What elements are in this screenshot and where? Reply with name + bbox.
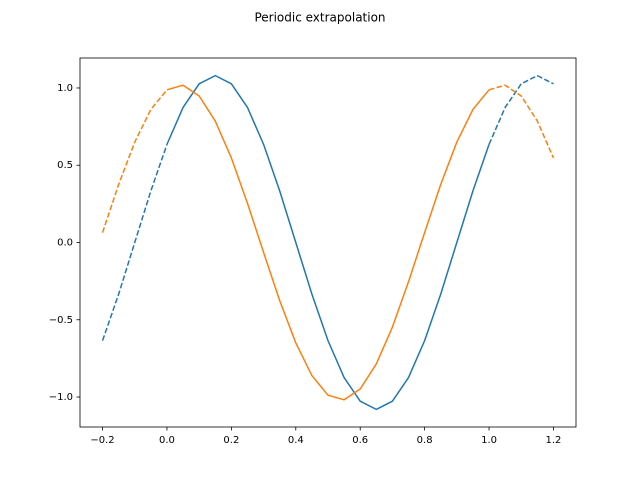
x-tick-label: −0.2: [90, 435, 114, 446]
x-tick-label: 0.8: [417, 435, 433, 446]
x-tick-label: 1.2: [546, 435, 562, 446]
x-tick-label: 0.6: [352, 435, 368, 446]
line-series: [488, 74, 554, 145]
y-tick-label: 0.5: [57, 160, 73, 171]
line-series: [101, 144, 168, 341]
line-series: [101, 89, 168, 233]
line-series: [166, 84, 490, 401]
chart-title: Periodic extrapolation: [254, 11, 385, 25]
x-tick-label: 1.0: [481, 435, 497, 446]
y-tick-label: 1.0: [57, 83, 73, 94]
line-series: [488, 84, 555, 159]
y-tick-label: −0.5: [49, 315, 73, 326]
y-tick-label: 0.0: [57, 238, 73, 249]
x-tick-label: 0.4: [288, 435, 304, 446]
line-series: [166, 74, 490, 411]
x-tick-label: 0.2: [223, 435, 239, 446]
x-tick-label: 0.0: [159, 435, 175, 446]
y-tick-label: −1.0: [49, 392, 73, 403]
plot-frame: [79, 57, 577, 428]
